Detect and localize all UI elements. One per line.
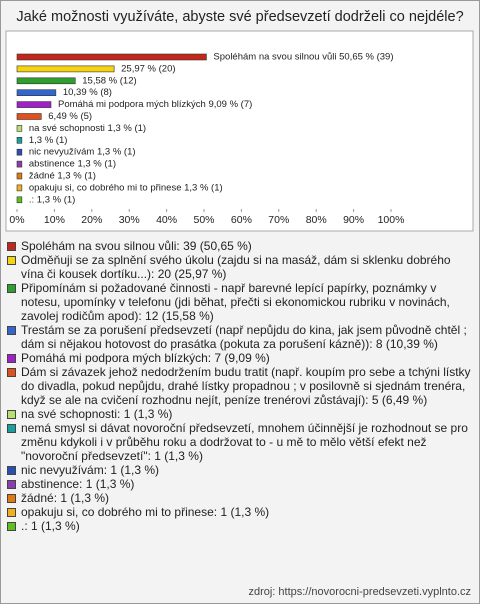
legend-swatch bbox=[7, 284, 16, 293]
x-tick-label: 80% bbox=[306, 214, 327, 226]
legend-item: na své schopnosti: 1 (1,3 %) bbox=[7, 407, 471, 421]
bar bbox=[16, 101, 52, 108]
legend-label: Trestám se za porušení předsevzetí (např… bbox=[21, 323, 467, 351]
legend: Spoléhám na svou silnou vůli: 39 (50,65 … bbox=[7, 239, 471, 533]
legend-item: Dám si závazek jehož nedodržením budu tr… bbox=[7, 365, 471, 407]
legend-swatch bbox=[7, 242, 16, 251]
value-label: 1,3 % (1) bbox=[29, 135, 68, 146]
legend-swatch bbox=[7, 368, 16, 377]
legend-label: nemá smysl si dávat novoroční předsevzet… bbox=[21, 421, 468, 463]
value-label: opakuju si, co dobrého mi to přinese 1,3… bbox=[29, 182, 223, 193]
source: zdroj: https://novorocni-predsevzeti.vyp… bbox=[248, 586, 471, 598]
bar bbox=[16, 89, 57, 96]
value-label: .: 1,3 % (1) bbox=[29, 194, 75, 205]
legend-swatch bbox=[7, 256, 16, 265]
bar bbox=[16, 65, 115, 73]
plot-frame bbox=[5, 30, 474, 232]
legend-label: Spoléhám na svou silnou vůli: 39 (50,65 … bbox=[21, 239, 252, 253]
legend-swatch bbox=[7, 326, 16, 335]
x-tick-label: 0% bbox=[9, 214, 24, 226]
legend-label: Dám si závazek jehož nedodržením budu tr… bbox=[21, 365, 471, 407]
legend-swatch bbox=[7, 508, 16, 517]
value-label: žádné 1,3 % (1) bbox=[29, 171, 96, 182]
legend-item: Připomínám si požadované činnosti - např… bbox=[7, 281, 471, 323]
value-label: 6,49 % (5) bbox=[48, 111, 92, 122]
legend-label: Pomáhá mi podpora mých blízkých: 7 (9,09… bbox=[21, 351, 270, 365]
legend-item: Trestám se za porušení předsevzetí (např… bbox=[7, 323, 471, 351]
x-tick-label: 10% bbox=[44, 214, 65, 226]
legend-item: žádné: 1 (1,3 %) bbox=[7, 491, 471, 505]
bar bbox=[16, 137, 23, 144]
legend-label: abstinence: 1 (1,3 %) bbox=[21, 477, 135, 491]
legend-label: opakuju si, co dobrého mi to přinese: 1 … bbox=[21, 505, 270, 519]
legend-swatch bbox=[7, 494, 16, 503]
legend-swatch bbox=[7, 466, 16, 475]
value-label: na své schopnosti 1,3 % (1) bbox=[29, 123, 146, 134]
chart-title: Jaké možnosti využíváte, abyste své před… bbox=[16, 9, 463, 25]
value-label: nic nevyužívám 1,3 % (1) bbox=[29, 147, 136, 158]
value-label: 15,58 % (12) bbox=[82, 75, 136, 86]
legend-item: .: 1 (1,3 %) bbox=[7, 519, 471, 533]
legend-item: abstinence: 1 (1,3 %) bbox=[7, 477, 471, 491]
legend-label: nic nevyužívám: 1 (1,3 %) bbox=[21, 463, 160, 477]
legend-label: .: 1 (1,3 %) bbox=[21, 519, 80, 533]
bar bbox=[16, 125, 23, 132]
x-tick-label: 100% bbox=[378, 214, 405, 226]
bar bbox=[16, 113, 42, 120]
legend-label: Odměňuji se za splnění svého úkolu (zajd… bbox=[21, 253, 451, 281]
legend-label: na své schopnosti: 1 (1,3 %) bbox=[21, 407, 173, 421]
x-tick-label: 60% bbox=[231, 214, 252, 226]
x-tick-label: 20% bbox=[81, 214, 102, 226]
bar bbox=[16, 148, 23, 156]
bar bbox=[16, 172, 23, 180]
x-tick-label: 40% bbox=[156, 214, 177, 226]
bar bbox=[16, 184, 23, 192]
legend-item: nemá smysl si dávat novoroční předsevzet… bbox=[7, 421, 471, 463]
legend-item: Pomáhá mi podpora mých blízkých: 7 (9,09… bbox=[7, 351, 471, 365]
value-label: 10,39 % (8) bbox=[63, 87, 112, 98]
value-label: abstinence 1,3 % (1) bbox=[29, 159, 116, 170]
legend-item: opakuju si, co dobrého mi to přinese: 1 … bbox=[7, 505, 471, 519]
legend-label: žádné: 1 (1,3 %) bbox=[21, 491, 110, 505]
legend-label: Připomínám si požadované činnosti - např… bbox=[21, 281, 450, 323]
value-label: 25,97 % (20) bbox=[121, 63, 175, 74]
value-label: Pomáhá mi podpora mých blízkých 9,09 % (… bbox=[58, 99, 252, 110]
legend-item: Odměňuji se za splnění svého úkolu (zajd… bbox=[7, 253, 471, 281]
legend-swatch bbox=[7, 424, 16, 433]
legend-swatch bbox=[7, 410, 16, 419]
x-tick-label: 70% bbox=[268, 214, 289, 226]
bar bbox=[16, 160, 23, 168]
x-tick-label: 30% bbox=[119, 214, 140, 226]
legend-swatch bbox=[7, 480, 16, 489]
bar bbox=[16, 77, 76, 85]
chart: Jaké možnosti využíváte, abyste své před… bbox=[5, 9, 474, 232]
x-tick-label: 90% bbox=[343, 214, 364, 226]
bar bbox=[16, 53, 207, 61]
legend-swatch bbox=[7, 354, 16, 363]
legend-item: Spoléhám na svou silnou vůli: 39 (50,65 … bbox=[7, 239, 471, 253]
value-label: Spoléhám na svou silnou vůli 50,65 % (39… bbox=[213, 52, 393, 63]
bar bbox=[16, 196, 23, 204]
legend-swatch bbox=[7, 522, 16, 531]
x-tick-label: 50% bbox=[193, 214, 214, 226]
legend-item: nic nevyužívám: 1 (1,3 %) bbox=[7, 463, 471, 477]
